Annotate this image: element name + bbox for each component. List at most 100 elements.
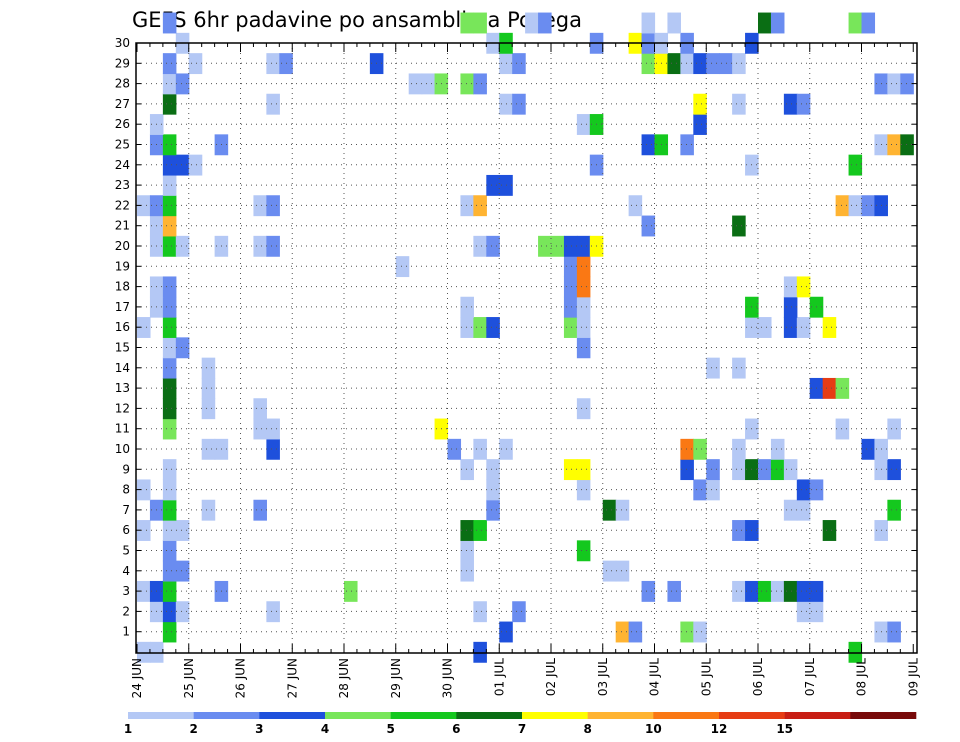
- precip-cell: [563, 256, 578, 278]
- precip-cell: [576, 296, 591, 318]
- precip-cell: [344, 580, 358, 602]
- precip-cell: [538, 235, 552, 257]
- x-tick-label: 28 JUN: [337, 658, 351, 698]
- precip-cell: [770, 580, 785, 602]
- x-tick-label: 29 JUN: [389, 658, 403, 698]
- colorbar-swatch: [456, 712, 523, 719]
- precip-cell: [680, 438, 694, 460]
- precip-cell: [615, 499, 630, 521]
- precip-cell: [460, 73, 474, 95]
- y-tick-label: 17: [115, 300, 130, 314]
- x-tick-label: 02 JUL: [544, 658, 558, 696]
- x-tick-label: 24 JUN: [130, 658, 144, 698]
- precip-cell: [576, 317, 591, 338]
- precip-cell: [473, 317, 487, 338]
- y-tick-label: 20: [115, 239, 130, 253]
- precip-cell: [706, 357, 720, 379]
- precip-cell: [162, 215, 177, 237]
- precip-cell: [408, 73, 423, 95]
- precip-cell: [162, 601, 177, 623]
- colorbar-swatch: [587, 712, 654, 719]
- y-tick-label: 11: [115, 422, 130, 436]
- precip-cell: [576, 276, 591, 298]
- precip-cell: [253, 235, 267, 257]
- precip-cell: [137, 520, 151, 541]
- precip-cell: [848, 154, 863, 176]
- precip-cell: [848, 195, 863, 217]
- precip-cell: [641, 134, 656, 156]
- precip-cell: [266, 418, 280, 440]
- precip-cell: [732, 357, 746, 379]
- precip-cell: [680, 134, 694, 156]
- precip-cell: [188, 53, 203, 75]
- colorbar-label: 3: [255, 722, 263, 736]
- precip-cell: [641, 580, 656, 602]
- precip-cell: [835, 195, 850, 217]
- precip-cell: [628, 195, 643, 217]
- y-tick-label: 29: [115, 56, 130, 70]
- x-tick-label: 07 JUL: [803, 658, 817, 696]
- precip-cell: [162, 296, 177, 318]
- precip-cell: [162, 418, 177, 440]
- precip-cell: [861, 12, 876, 34]
- precip-cell: [512, 53, 526, 75]
- precip-cell: [563, 459, 578, 481]
- precip-cell: [201, 357, 216, 379]
- precip-cell: [641, 53, 656, 75]
- precip-cell: [188, 154, 203, 176]
- x-tick-label: 30 JUN: [441, 658, 455, 698]
- colorbar-label: 10: [645, 722, 662, 736]
- precip-cell: [822, 377, 837, 399]
- colorbar-swatch: [784, 712, 851, 719]
- precip-cell: [602, 499, 617, 521]
- precip-cell: [887, 134, 901, 156]
- precip-cell: [486, 499, 500, 521]
- precip-cell: [900, 134, 914, 156]
- precip-cell: [887, 418, 901, 440]
- precip-cell: [783, 296, 798, 318]
- precip-cell: [796, 499, 811, 521]
- precip-cell: [693, 479, 707, 501]
- precip-cell: [486, 235, 500, 257]
- precip-cell: [162, 276, 177, 298]
- precip-cell: [758, 459, 772, 481]
- precip-cell: [162, 499, 177, 521]
- precip-cell: [266, 93, 280, 115]
- precip-cell: [563, 317, 578, 338]
- y-tick-label: 27: [115, 97, 130, 111]
- precip-cell: [473, 12, 487, 34]
- x-tick-label: 27 JUN: [285, 658, 299, 698]
- precip-cell: [732, 93, 746, 115]
- precip-cell: [162, 357, 177, 379]
- precip-cell: [758, 317, 772, 338]
- x-tick-label: 03 JUL: [596, 658, 610, 696]
- y-tick-label: 9: [122, 462, 130, 476]
- precip-cell: [628, 621, 643, 643]
- colorbar-label: 12: [711, 722, 728, 736]
- precip-cell: [693, 93, 707, 115]
- precip-cell: [162, 459, 177, 481]
- precip-cell: [576, 235, 591, 257]
- precip-cell: [512, 601, 526, 623]
- colorbar-label: 8: [583, 722, 591, 736]
- precip-cell: [460, 296, 474, 318]
- x-tick-label: 08 JUL: [855, 658, 869, 696]
- precip-cell: [667, 580, 681, 602]
- precip-cell: [680, 459, 694, 481]
- precip-cell: [615, 560, 630, 582]
- precip-cell: [162, 235, 177, 257]
- precip-cell: [822, 317, 837, 338]
- y-tick-label: 19: [115, 259, 130, 273]
- precip-cell: [395, 256, 410, 278]
- x-tick-label: 09 JUL: [906, 658, 920, 696]
- precip-cell: [525, 12, 539, 34]
- precip-cell: [887, 459, 901, 481]
- precip-cell: [162, 377, 177, 399]
- colorbar-swatch: [850, 712, 917, 719]
- precip-cell: [667, 12, 681, 34]
- precip-cell: [576, 540, 591, 562]
- precip-cell: [473, 438, 487, 460]
- colorbar-swatch: [128, 712, 194, 719]
- precip-cell: [693, 114, 707, 135]
- precip-cell: [137, 479, 151, 501]
